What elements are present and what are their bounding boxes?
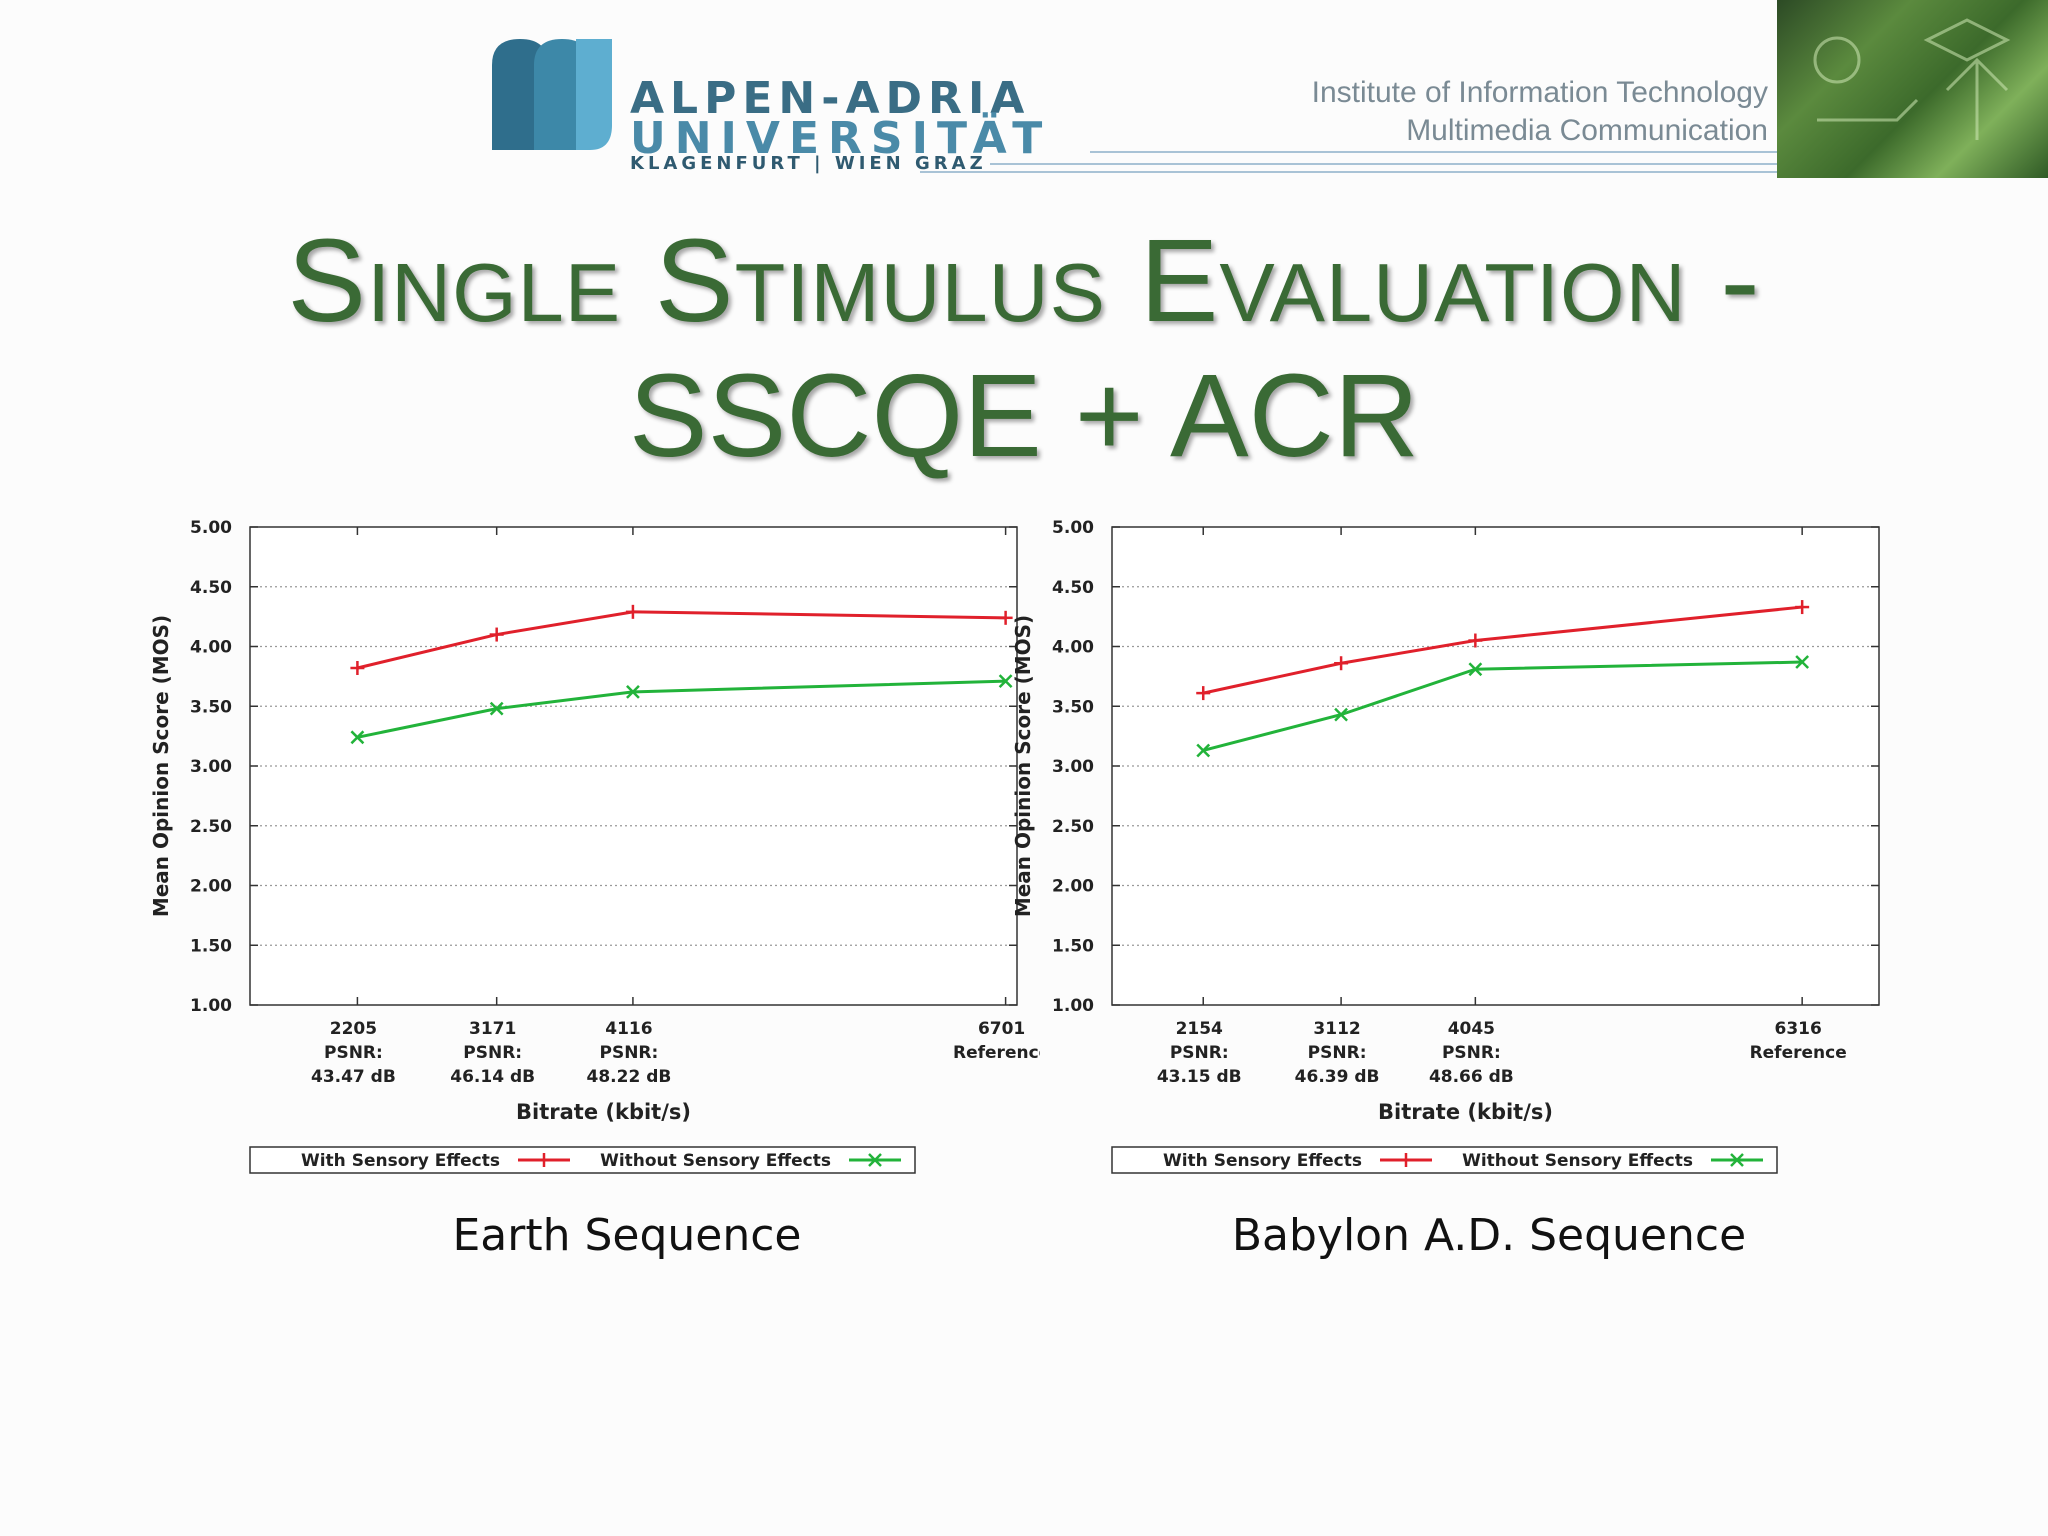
- slide-title-line1: Single Stimulus Evaluation -: [0, 215, 2048, 347]
- data-point-with: [489, 627, 504, 642]
- y-tick-label: 1.00: [190, 996, 232, 1016]
- slide-header: ALPEN-ADRIA UNIVERSITÄT KLAGENFURT | WIE…: [0, 0, 2048, 180]
- slide-title: Single Stimulus Evaluation - SSCQE + ACR: [0, 215, 2048, 485]
- data-point-without: [998, 674, 1013, 689]
- university-name-line1: ALPEN-ADRIA: [630, 73, 1031, 124]
- y-axis-label: Mean Opinion Score (MOS): [149, 615, 173, 917]
- y-tick-label: 2.00: [1052, 877, 1094, 897]
- x-tick-label: 48.66 dB: [1429, 1067, 1514, 1087]
- x-tick-label: 46.14 dB: [450, 1067, 535, 1087]
- y-tick-label: 4.00: [190, 638, 232, 658]
- y-tick-label: 3.50: [190, 697, 232, 717]
- university-locations: KLAGENFURT | WIEN GRAZ: [630, 153, 987, 174]
- data-point-with: [350, 661, 365, 676]
- legend-label: Without Sensory Effects: [600, 1151, 831, 1171]
- x-tick-label: 2205: [330, 1019, 377, 1039]
- x-tick-label: 48.22 dB: [587, 1067, 672, 1087]
- university-name-line2: UNIVERSITÄT: [630, 113, 1052, 164]
- series-line-without: [1202, 660, 1803, 752]
- header-divider-lines: [920, 151, 1780, 173]
- y-tick-label: 5.00: [1052, 518, 1094, 538]
- x-tick-label: Reference: [1750, 1043, 1847, 1063]
- plot-area: [1111, 526, 1880, 1006]
- title-line1-text: Single Stimulus Evaluation -: [287, 215, 1761, 347]
- y-tick-label: 1.50: [1052, 936, 1094, 956]
- y-tick-label: 2.50: [190, 817, 232, 837]
- x-tick-label: Reference: [953, 1043, 1040, 1063]
- data-point-without: [1468, 662, 1483, 677]
- y-tick-label: 4.50: [190, 578, 232, 598]
- data-point-with: [1334, 656, 1349, 671]
- x-tick-label: 6701: [978, 1019, 1025, 1039]
- y-tick-label: 3.00: [1052, 757, 1094, 777]
- data-point-with: [1468, 633, 1483, 648]
- y-tick-label: 3.50: [1052, 697, 1094, 717]
- x-tick-label: 3171: [469, 1019, 516, 1039]
- caption-earth: Earth Sequence: [452, 1210, 802, 1261]
- x-tick-label: 4045: [1448, 1019, 1495, 1039]
- y-tick-label: 2.00: [190, 877, 232, 897]
- institute-name: Institute of Information Technology Mult…: [1312, 74, 1768, 150]
- y-tick-label: 4.50: [1052, 578, 1094, 598]
- data-point-without: [626, 685, 640, 699]
- institute-line2: Multimedia Communication: [1406, 114, 1768, 147]
- caption-babylon: Babylon A.D. Sequence: [1231, 1210, 1747, 1261]
- chart-babylon: 1.00 1.50 2.00 2.50 3.00 3.50 4.00 4.50 5.00 Mean…: [1002, 505, 1902, 1190]
- x-tick-label: PSNR:: [1170, 1043, 1229, 1063]
- series-line-with: [357, 610, 1006, 670]
- y-tick-label: 4.00: [1052, 638, 1094, 658]
- data-point-without: [1196, 743, 1211, 758]
- x-tick-label: PSNR:: [1442, 1043, 1501, 1063]
- chart-earth: 1.00 1.50 2.00 2.50 3.00 3.50 4.00 4.50 5.00 Mean…: [140, 505, 1050, 1190]
- series-line-without: [357, 679, 1006, 739]
- y-tick-label: 2.50: [1052, 817, 1094, 837]
- x-tick-label: PSNR:: [600, 1043, 659, 1063]
- data-point-with: [1795, 600, 1810, 615]
- university-logo: ALPEN-ADRIA UNIVERSITÄT KLAGENFURT | WIE…: [490, 35, 1042, 175]
- y-tick-label: 1.00: [1052, 996, 1094, 1016]
- university-logo-mark-icon: [492, 39, 612, 150]
- x-tick-label: 43.47 dB: [311, 1067, 396, 1087]
- x-axis-label: Bitrate (kbit/s): [1378, 1100, 1553, 1124]
- data-point-without: [350, 730, 365, 745]
- x-tick-label: 46.39 dB: [1295, 1067, 1380, 1087]
- slide-title-line2: SSCQE + ACR: [628, 350, 1420, 482]
- x-tick-label: 2154: [1176, 1019, 1223, 1039]
- data-point-with: [625, 604, 640, 619]
- circuit-pattern-icon: [1813, 18, 2011, 140]
- legend-marker: [868, 1153, 882, 1167]
- y-tick-label: 5.00: [190, 518, 232, 538]
- legend-label: With Sensory Effects: [301, 1151, 500, 1171]
- y-tick-label: 3.00: [190, 757, 232, 777]
- x-tick-label: 43.15 dB: [1157, 1067, 1242, 1087]
- institute-line1: Institute of Information Technology: [1311, 76, 1768, 109]
- header-decorative-image: [1777, 0, 2048, 178]
- legend: [249, 1146, 916, 1174]
- y-tick-label: 1.50: [190, 936, 232, 956]
- x-tick-label: PSNR:: [1308, 1043, 1367, 1063]
- series-line-with: [1202, 605, 1803, 695]
- x-tick-label: PSNR:: [324, 1043, 383, 1063]
- data-point-with: [998, 610, 1013, 625]
- chart-earth-svg: 1.00 1.50 2.00 2.50 3.00 3.50 4.00 4.50 5.00 Mean…: [149, 518, 1050, 1174]
- data-point-without: [489, 701, 504, 716]
- data-point-without: [1334, 707, 1348, 722]
- data-point-without: [1795, 655, 1810, 669]
- legend-label: With Sensory Effects: [1163, 1151, 1362, 1171]
- x-tick-label: 6316: [1774, 1019, 1821, 1039]
- chart-babylon-svg: 1.00 1.50 2.00 2.50 3.00 3.50 4.00 4.50 5.00 Mean…: [1011, 518, 1880, 1174]
- legend-marker: [1730, 1153, 1744, 1167]
- y-axis-label: Mean Opinion Score (MOS): [1011, 615, 1035, 917]
- x-tick-label: 3112: [1313, 1019, 1360, 1039]
- legend: [1111, 1146, 1778, 1174]
- x-tick-label: 4116: [605, 1019, 652, 1039]
- data-point-with: [1196, 686, 1211, 701]
- x-axis-label: Bitrate (kbit/s): [516, 1100, 691, 1124]
- x-tick-label: PSNR:: [463, 1043, 522, 1063]
- legend-label: Without Sensory Effects: [1462, 1151, 1693, 1171]
